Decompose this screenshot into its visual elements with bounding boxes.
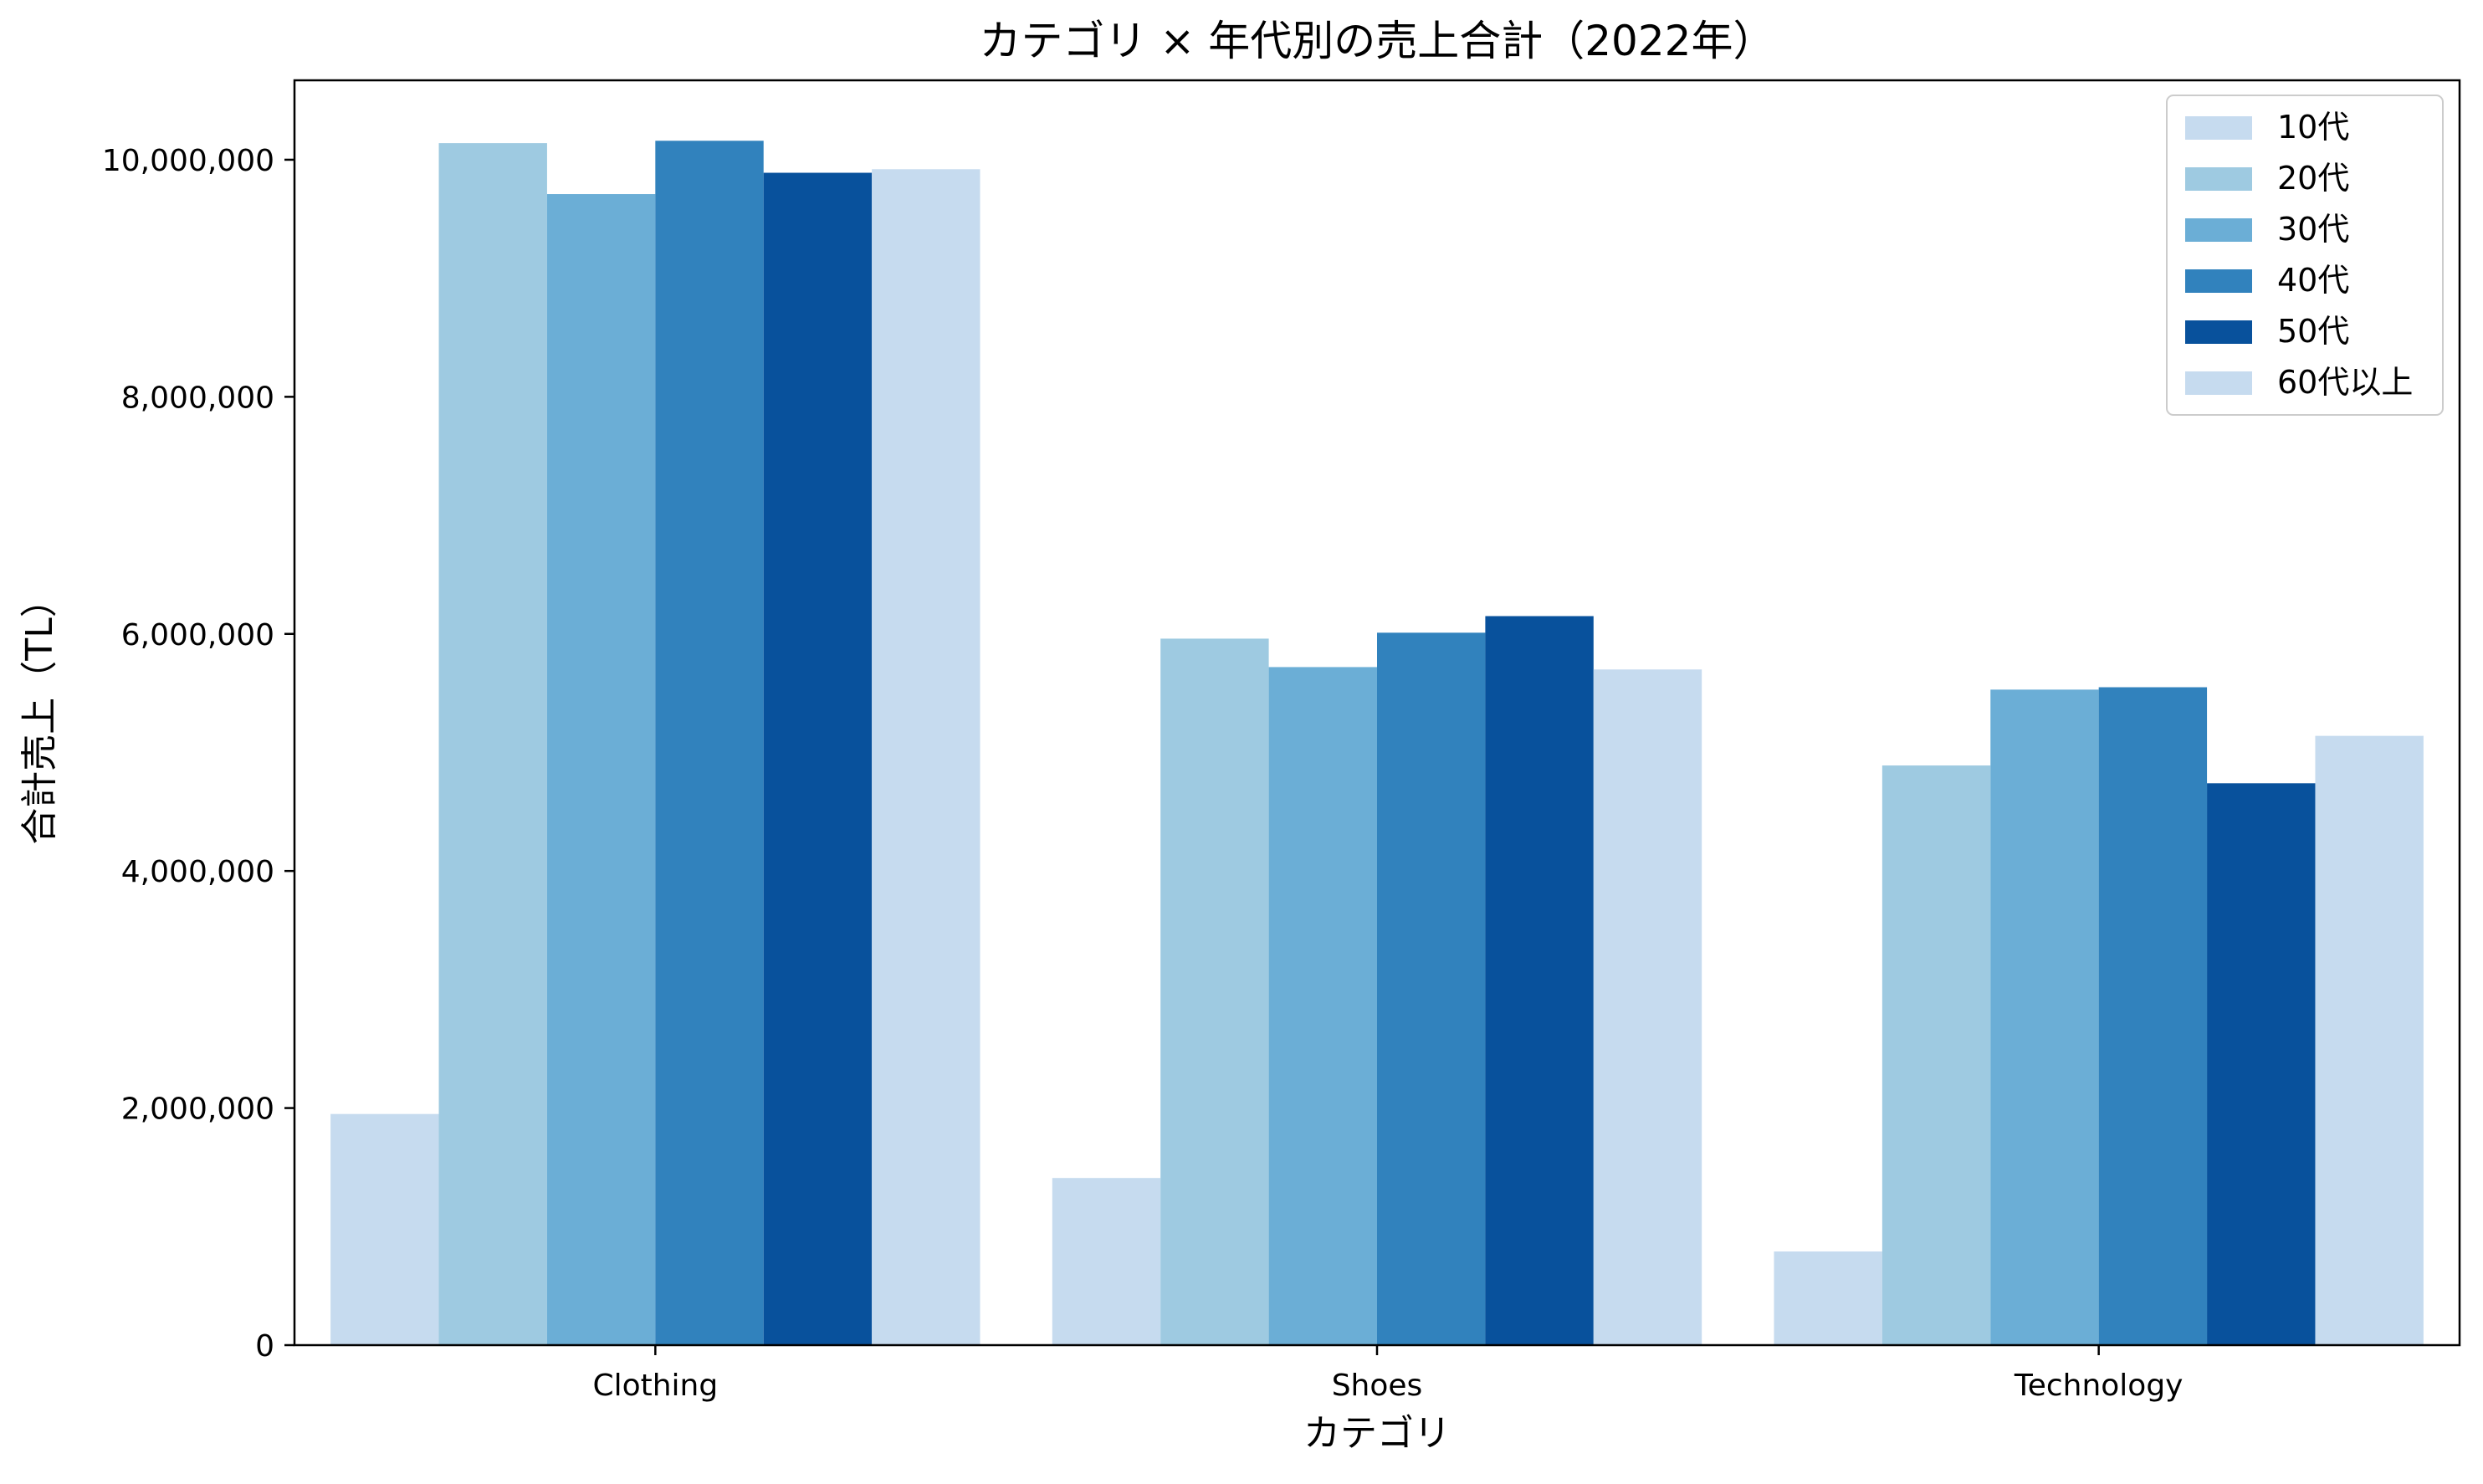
bar-clothing-series-5 — [763, 172, 873, 1345]
bar-shoes-series-6 — [1593, 669, 1702, 1345]
y-tick-label: 0 — [255, 1329, 274, 1364]
bar-clothing-series-1 — [330, 1113, 439, 1345]
bar-technology-series-3 — [1990, 689, 2099, 1345]
legend-label: 30代 — [2277, 211, 2349, 248]
y-axis-label: 合計売上（TL） — [18, 581, 61, 844]
bar-clothing-series-4 — [655, 141, 764, 1345]
legend-label: 40代 — [2277, 262, 2349, 299]
legend-swatch — [2185, 218, 2252, 242]
bar-clothing-series-6 — [872, 169, 980, 1345]
bar-clothing-series-2 — [438, 143, 547, 1346]
bars-layer — [330, 141, 2424, 1346]
legend-label: 20代 — [2277, 160, 2349, 197]
y-axis: 0 2,000,000 4,000,000 6,000,000 8,000,000 10,… — [102, 144, 294, 1364]
legend-label: 60代以上 — [2277, 364, 2413, 401]
y-tick-label: 6,000,000 — [121, 618, 274, 652]
legend-swatch — [2185, 269, 2252, 293]
bar-shoes-series-5 — [1485, 616, 1594, 1345]
y-tick-label: 10,000,000 — [102, 144, 274, 178]
legend-label: 10代 — [2277, 109, 2349, 146]
bar-technology-series-5 — [2207, 783, 2316, 1345]
bar-technology-series-4 — [2098, 687, 2208, 1345]
bar-clothing-series-3 — [546, 194, 656, 1345]
x-axis: Clothing Shoes Technology — [592, 1345, 2183, 1403]
bar-shoes-series-4 — [1377, 632, 1486, 1345]
y-tick-label: 8,000,000 — [121, 381, 274, 415]
bar-shoes-series-1 — [1052, 1178, 1161, 1345]
legend-label: 50代 — [2277, 313, 2349, 350]
chart-title: カテゴリ × 年代別の売上合計（2022年） — [980, 17, 1775, 65]
x-axis-label: カテゴリ — [1303, 1412, 1451, 1455]
bar-technology-series-1 — [1774, 1251, 1882, 1345]
legend-swatch — [2185, 116, 2252, 140]
x-tick-label: Shoes — [1332, 1369, 1423, 1403]
bar-technology-series-2 — [1881, 765, 1991, 1345]
y-tick-label: 2,000,000 — [121, 1093, 274, 1127]
legend: 10代 20代 30代 40代 50代 60代以上 — [2166, 95, 2444, 416]
bar-shoes-series-2 — [1160, 638, 1269, 1345]
legend-swatch — [2185, 167, 2252, 191]
bar-shoes-series-3 — [1268, 667, 1377, 1345]
legend-swatch — [2185, 371, 2252, 395]
x-tick-label: Technology — [2014, 1369, 2184, 1403]
y-tick-label: 4,000,000 — [121, 855, 274, 889]
x-tick-label: Clothing — [592, 1369, 718, 1403]
legend-swatch — [2185, 320, 2252, 344]
bar-technology-series-6 — [2315, 735, 2424, 1345]
